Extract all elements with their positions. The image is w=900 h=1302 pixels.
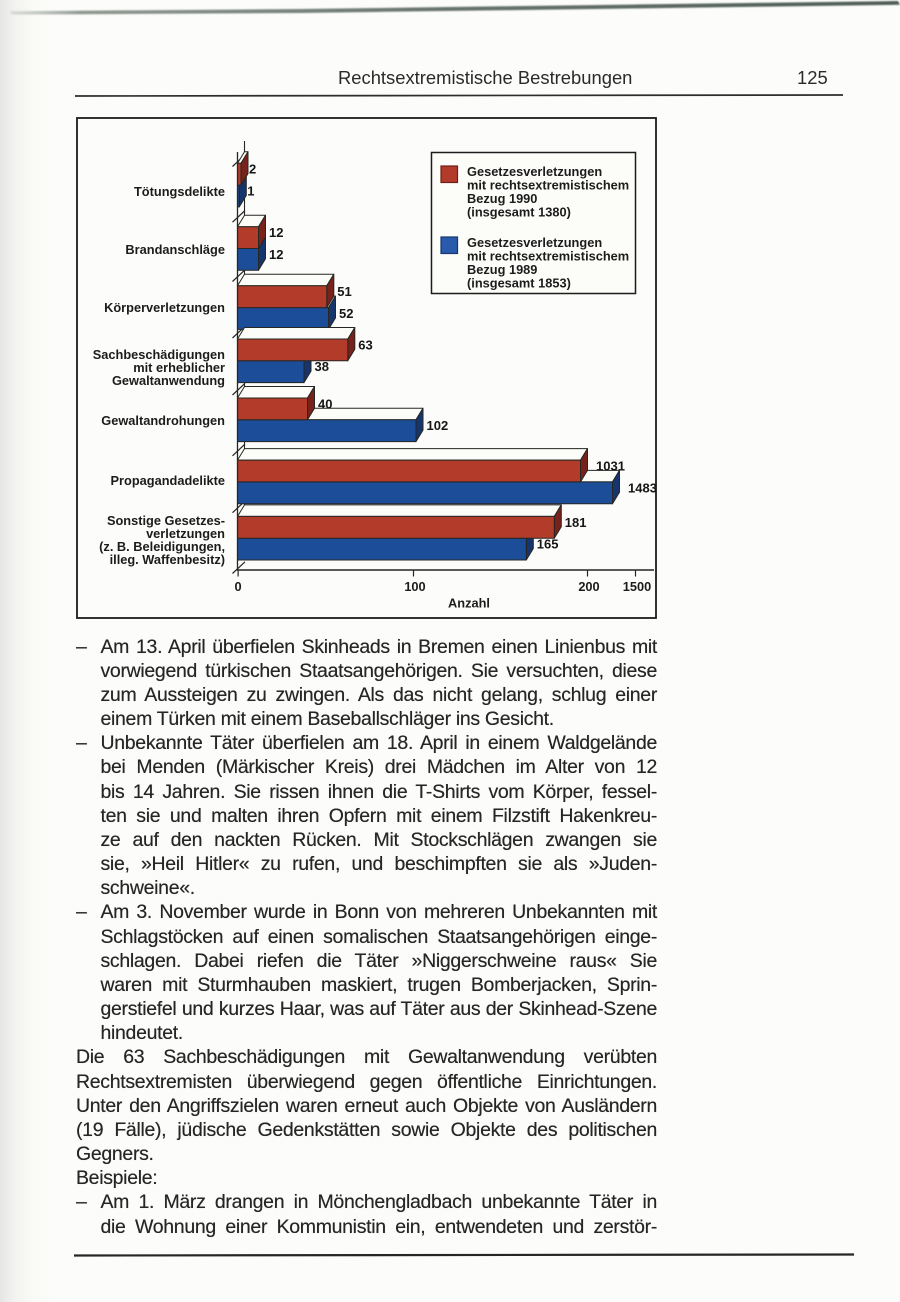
svg-text:Bezug 1990: Bezug 1990 (467, 191, 537, 206)
svg-text:52: 52 (339, 306, 353, 321)
svg-text:38: 38 (315, 359, 329, 374)
svg-text:Tötungsdelikte: Tötungsdelikte (134, 184, 225, 199)
svg-text:Sonstige Gesetzes-: Sonstige Gesetzes- (107, 513, 225, 528)
svg-text:12: 12 (269, 225, 283, 240)
svg-text:Propagandadelikte: Propagandadelikte (111, 473, 226, 488)
svg-text:mit erheblicher: mit erheblicher (133, 360, 225, 375)
svg-text:181: 181 (565, 515, 587, 530)
svg-text:Gesetzesverletzungen: Gesetzesverletzungen (467, 235, 602, 250)
svg-text:51: 51 (337, 284, 351, 299)
svg-text:Körperverletzungen: Körperverletzungen (104, 300, 225, 315)
svg-text:12: 12 (269, 247, 283, 262)
svg-text:mit rechtsextremistischem: mit rechtsextremistischem (467, 249, 629, 264)
svg-text:63: 63 (358, 337, 372, 352)
svg-text:illeg. Waffenbesitz): illeg. Waffenbesitz) (110, 552, 225, 567)
svg-text:40: 40 (318, 396, 332, 411)
svg-text:Gewaltanwendung: Gewaltanwendung (112, 373, 225, 388)
svg-text:(insgesamt 1853): (insgesamt 1853) (467, 276, 571, 291)
svg-text:(insgesamt 1380): (insgesamt 1380) (467, 205, 571, 220)
svg-text:Anzahl: Anzahl (448, 596, 490, 611)
svg-text:0: 0 (234, 579, 241, 594)
svg-text:mit rechtsextremistischem: mit rechtsextremistischem (467, 178, 629, 193)
svg-text:verletzungen: verletzungen (146, 526, 225, 541)
svg-text:1483: 1483 (628, 480, 657, 495)
svg-text:Gewaltandrohungen: Gewaltandrohungen (101, 413, 225, 428)
svg-text:165: 165 (537, 537, 559, 552)
svg-text:1500: 1500 (623, 579, 651, 594)
svg-text:(z. B. Beleidigungen,: (z. B. Beleidigungen, (99, 539, 225, 554)
svg-text:1031: 1031 (596, 459, 625, 474)
svg-text:2: 2 (249, 162, 256, 177)
svg-text:Gesetzesverletzungen: Gesetzesverletzungen (467, 164, 602, 179)
svg-text:Brandanschläge: Brandanschläge (125, 242, 225, 257)
svg-text:Bezug 1989: Bezug 1989 (467, 262, 537, 277)
svg-text:Sachbeschädigungen: Sachbeschädigungen (93, 347, 225, 362)
svg-text:102: 102 (427, 418, 449, 433)
svg-text:100: 100 (404, 579, 425, 594)
svg-text:200: 200 (578, 579, 599, 594)
svg-text:1: 1 (247, 184, 254, 199)
